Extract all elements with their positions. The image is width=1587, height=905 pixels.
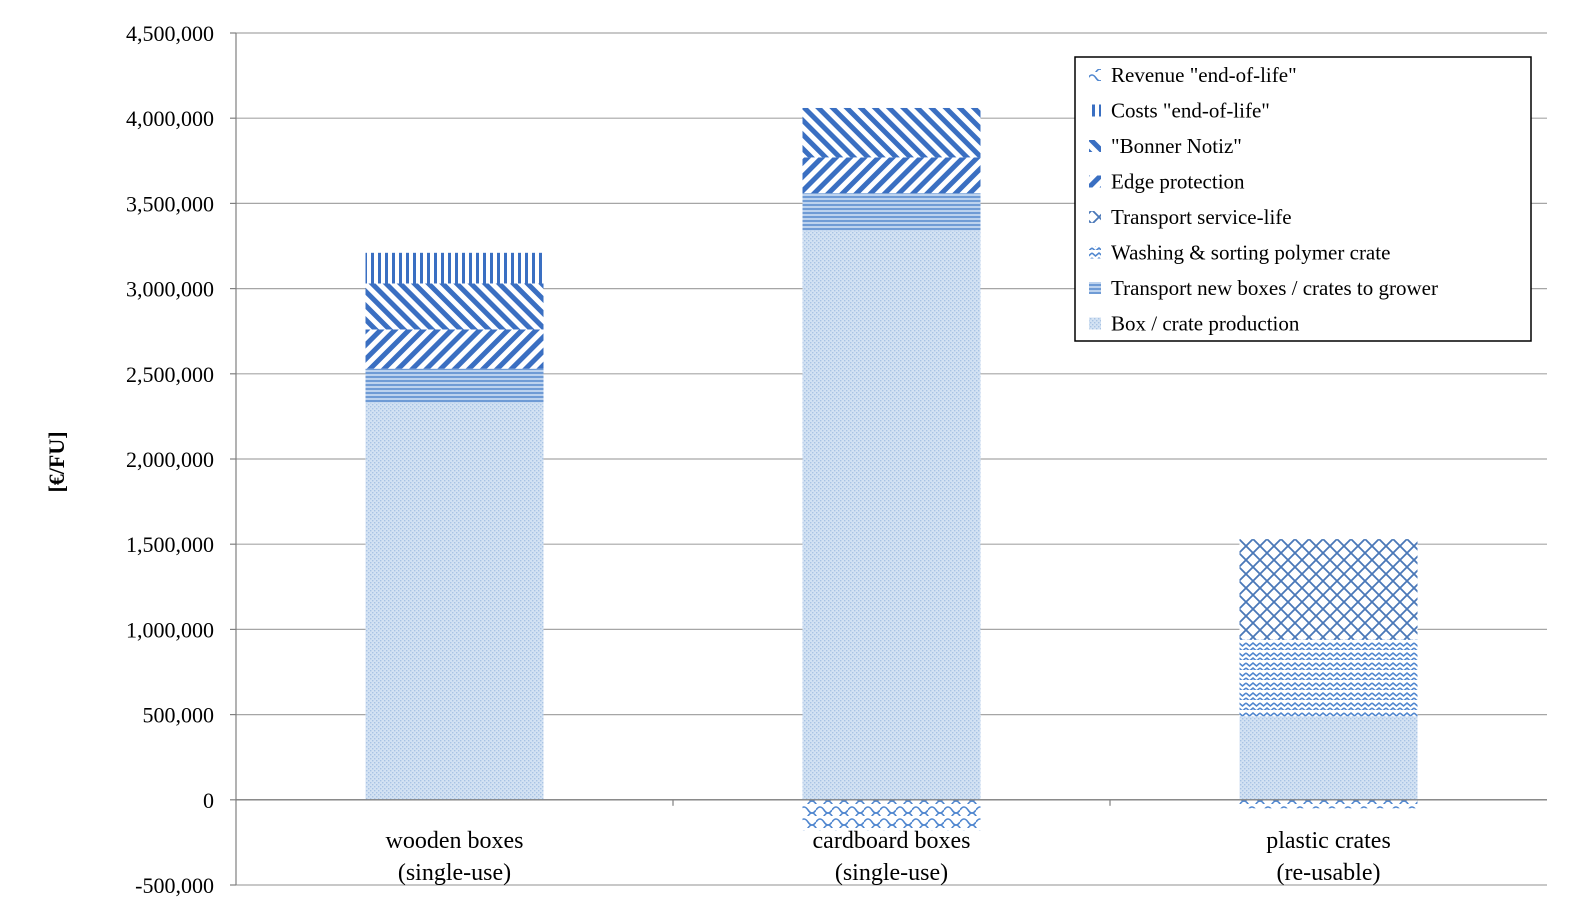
bar-segment-1-4 [802, 157, 981, 194]
bar-segment-0-5 [365, 283, 544, 330]
y-tick-label: 3,000,000 [126, 277, 214, 302]
legend-box [1074, 56, 1532, 342]
legend-label: Washing & sorting polymer crate [1111, 241, 1390, 265]
legend-label: Box / crate production [1111, 312, 1300, 336]
y-tick-label: 4,500,000 [126, 21, 214, 46]
legend-label: "Bonner Notiz" [1111, 134, 1242, 158]
bar-segment-2-0 [1239, 716, 1418, 800]
y-tick-label: 500,000 [143, 703, 215, 728]
legend-label: Revenue "end-of-life" [1111, 63, 1297, 87]
bar-segment-0-0 [365, 402, 544, 800]
legend: Revenue "end-of-life" Costs "end-of-life"… [1074, 56, 1532, 342]
legend-label: Transport service-life [1111, 205, 1292, 229]
bar-segment-1-7 [802, 799, 981, 831]
y-tick-label: -500,000 [135, 873, 214, 898]
x-axis [236, 799, 1547, 806]
y-tick-label: 1,000,000 [126, 617, 214, 642]
bar-segment-1-5 [802, 107, 981, 158]
category-label: wooden boxes [386, 828, 524, 854]
y-tick-label: 0 [203, 788, 214, 813]
legend-label: Transport new boxes / crates to grower [1111, 276, 1438, 300]
y-axis-ticks: 4,500,000 4,000,000 3,500,000 3,000,000 2,50… [126, 21, 237, 898]
legend-swatch [1089, 211, 1101, 223]
legend-label: Costs "end-of-life" [1111, 99, 1270, 123]
category-label: cardboard boxes [813, 828, 971, 854]
legend-swatch [1089, 282, 1101, 294]
legend-label: Edge protection [1111, 170, 1245, 194]
bar-segment-0-1 [365, 368, 544, 403]
y-tick-label: 3,500,000 [126, 191, 214, 216]
legend-swatch [1089, 175, 1101, 188]
bar-segment-0-6 [365, 252, 544, 284]
category-label-sub: (re-usable) [1277, 860, 1381, 886]
legend-swatch [1089, 317, 1101, 330]
category-labels: wooden boxes (single-use) cardboard boxes (… [386, 828, 1391, 886]
y-tick-label: 2,500,000 [126, 362, 214, 387]
legend-swatch [1089, 140, 1101, 152]
bar-segment-2-7 [1239, 799, 1418, 809]
legend-swatch [1089, 246, 1101, 259]
y-tick-label: 1,500,000 [126, 532, 214, 557]
bar-segment-0-4 [365, 329, 544, 369]
category-label: plastic crates [1266, 828, 1391, 854]
category-label-sub: (single-use) [835, 860, 948, 886]
legend-swatch [1089, 69, 1101, 81]
bars [365, 107, 1418, 831]
y-tick-label: 2,000,000 [126, 447, 214, 472]
bar-segment-2-3 [1239, 539, 1418, 640]
bar-segment-1-0 [802, 230, 981, 800]
y-tick-label: 4,000,000 [126, 106, 214, 131]
y-axis-label: [€/FU] [44, 431, 69, 492]
bar-segment-2-2 [1239, 639, 1418, 717]
bar-segment-1-1 [802, 193, 981, 231]
legend-swatch [1089, 104, 1101, 117]
category-label-sub: (single-use) [398, 860, 511, 886]
